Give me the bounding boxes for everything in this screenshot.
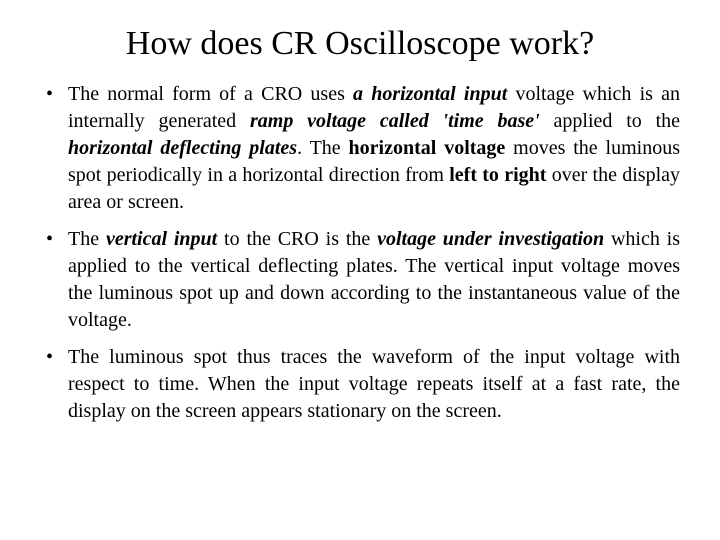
text-bold-italic: horizontal deflecting plates — [68, 137, 297, 159]
slide-title: How does CR Oscilloscope work? — [40, 25, 680, 63]
text: to the CRO is the — [217, 228, 377, 250]
bullet-1: The normal form of a CRO uses a horizont… — [40, 81, 680, 216]
text-bold-italic: voltage under investigation — [377, 228, 604, 250]
text-bold-italic: a horizontal input — [353, 83, 507, 105]
text-bold-italic: vertical input — [106, 228, 217, 250]
text: . The — [297, 137, 348, 159]
text: applied to the — [540, 110, 680, 132]
slide: How does CR Oscilloscope work? The norma… — [0, 0, 720, 540]
bullet-3: The luminous spot thus traces the wavefo… — [40, 344, 680, 425]
text: The — [68, 228, 106, 250]
text-bold: horizontal voltage — [349, 137, 506, 159]
bullet-list: The normal form of a CRO uses a horizont… — [40, 81, 680, 425]
text-bold: left to right — [449, 164, 546, 186]
text: The luminous spot thus traces the wavefo… — [68, 346, 680, 422]
text-bold-italic: ramp voltage called 'time base' — [250, 110, 540, 132]
bullet-2: The vertical input to the CRO is the vol… — [40, 226, 680, 334]
text: The normal form of a CRO uses — [68, 83, 353, 105]
